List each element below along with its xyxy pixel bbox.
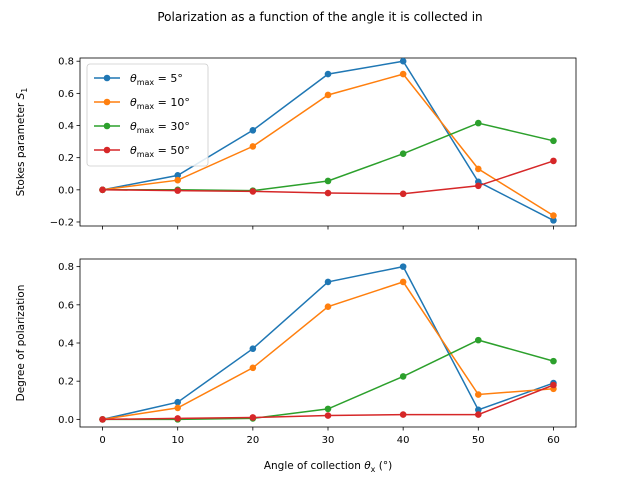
y-tick-label: 0.8 (58, 57, 74, 68)
legend-swatch-marker (103, 122, 111, 130)
y-axis-label: Stokes parameter S1 (15, 88, 29, 197)
x-axis-label: Angle of collection θx (°) (264, 460, 392, 474)
y-tick-label: 0.2 (58, 377, 74, 388)
x-tick-label: 10 (171, 435, 184, 446)
data-point (99, 186, 106, 194)
data-point (550, 212, 557, 219)
legend-swatch-marker (103, 98, 111, 106)
data-point (324, 405, 332, 413)
data-point (399, 411, 407, 418)
data-point (475, 406, 482, 414)
y-tick-label: −0.2 (50, 217, 74, 228)
data-point (324, 91, 332, 99)
data-point (550, 137, 557, 145)
legend: θmax = 5° θmax = 10° θmax = 30° θmax = 50° (86, 63, 209, 167)
data-point (99, 416, 106, 423)
legend-label: θmax = 50° (130, 144, 190, 159)
data-point (475, 391, 482, 398)
figure-title: Polarization as a function of the angle … (157, 10, 482, 24)
data-point (550, 157, 557, 165)
data-point (399, 373, 407, 380)
data-point (324, 70, 332, 78)
data-point (249, 143, 257, 150)
data-point (174, 398, 181, 406)
data-point (174, 172, 181, 179)
data-point (249, 364, 257, 372)
data-point (399, 70, 407, 78)
data-point (324, 177, 332, 185)
data-point (249, 345, 257, 353)
data-point (249, 127, 257, 134)
top-panel-stokes: −0.2 0.0 0.2 0.4 0.6 0.8 Stokes parameter S1 θm… (15, 57, 577, 230)
bottom-panel-degree: 0.0 0.2 0.4 0.6 0.8 0 10 20 30 40 50 60 Degree of po… (15, 258, 577, 474)
x-tick-label: 40 (397, 435, 410, 446)
data-point (249, 188, 257, 195)
y-tick-label: 0.2 (58, 153, 74, 164)
y-tick-label: 0.4 (58, 339, 74, 350)
data-point (399, 57, 407, 65)
data-point (324, 412, 332, 419)
x-tick-label: 60 (547, 435, 560, 446)
series-line-2 (102, 281, 554, 421)
legend-swatch-marker (103, 74, 111, 82)
data-point (174, 404, 181, 412)
data-point (399, 278, 407, 286)
data-point (399, 150, 407, 157)
data-point (475, 411, 482, 418)
data-point (550, 381, 557, 389)
data-point (399, 263, 407, 270)
y-tick-label: 0.0 (58, 185, 74, 196)
data-point (399, 190, 407, 198)
series-line-1 (102, 265, 554, 421)
data-point (550, 357, 557, 365)
y-axis-label: Degree of polarization (15, 285, 27, 402)
data-point (475, 336, 482, 344)
x-tick-label: 20 (246, 435, 259, 446)
x-tick-label: 30 (322, 435, 335, 446)
y-tick-label: 0.4 (58, 121, 74, 132)
data-point (475, 119, 482, 127)
legend-box (86, 63, 209, 167)
y-tick-label: 0.8 (58, 262, 74, 273)
data-point (475, 165, 482, 173)
data-point (174, 415, 181, 422)
legend-swatch-marker (103, 146, 111, 154)
data-point (174, 176, 181, 184)
x-tick-label: 50 (472, 435, 485, 446)
y-tick-label: 0.6 (58, 300, 74, 311)
data-point (249, 414, 257, 421)
legend-label: θmax = 10° (130, 96, 190, 111)
data-point (475, 182, 482, 190)
data-point (550, 217, 557, 224)
x-tick-label: 0 (99, 435, 105, 446)
y-tick-label: 0.0 (58, 415, 74, 426)
legend-label: θmax = 30° (130, 120, 190, 135)
legend-label: θmax = 5° (130, 72, 183, 87)
data-point (324, 303, 332, 311)
data-point (174, 187, 181, 194)
data-point (324, 189, 332, 197)
y-tick-label: 0.6 (58, 89, 74, 100)
data-point (324, 278, 332, 286)
